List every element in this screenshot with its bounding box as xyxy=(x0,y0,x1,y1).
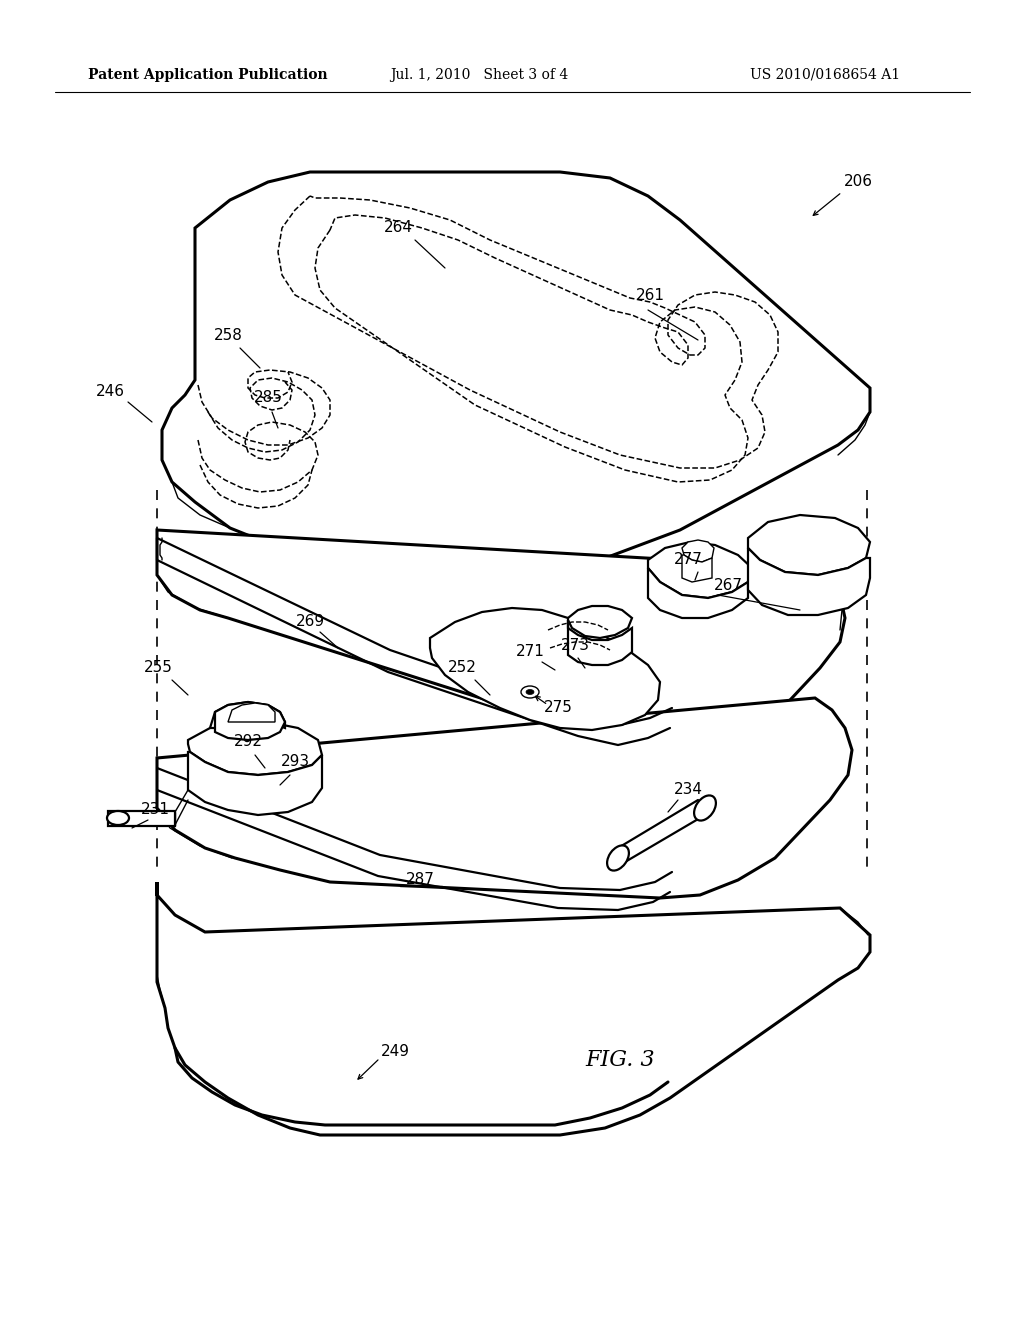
Polygon shape xyxy=(157,698,852,898)
Polygon shape xyxy=(108,810,175,826)
Ellipse shape xyxy=(106,810,129,825)
Text: 267: 267 xyxy=(714,578,742,593)
Polygon shape xyxy=(188,722,322,775)
Text: 261: 261 xyxy=(636,288,665,302)
Text: 292: 292 xyxy=(233,734,262,750)
Text: 231: 231 xyxy=(140,803,170,817)
Text: 264: 264 xyxy=(384,220,413,235)
Text: 246: 246 xyxy=(95,384,125,400)
Polygon shape xyxy=(162,172,870,579)
Text: 249: 249 xyxy=(381,1044,410,1060)
Text: 252: 252 xyxy=(447,660,476,676)
Text: 287: 287 xyxy=(406,873,434,887)
Polygon shape xyxy=(228,704,275,722)
Text: FIG. 3: FIG. 3 xyxy=(585,1049,654,1071)
Polygon shape xyxy=(210,702,285,729)
Polygon shape xyxy=(648,543,752,598)
Polygon shape xyxy=(157,531,845,760)
Polygon shape xyxy=(568,606,632,638)
Polygon shape xyxy=(648,568,748,618)
Text: US 2010/0168654 A1: US 2010/0168654 A1 xyxy=(750,69,900,82)
Text: 293: 293 xyxy=(281,755,309,770)
Text: Patent Application Publication: Patent Application Publication xyxy=(88,69,328,82)
Text: 269: 269 xyxy=(296,615,325,630)
Ellipse shape xyxy=(526,689,534,694)
Text: 271: 271 xyxy=(515,644,545,660)
Polygon shape xyxy=(188,752,322,814)
Polygon shape xyxy=(157,882,870,1135)
Text: 273: 273 xyxy=(560,638,590,652)
Ellipse shape xyxy=(521,686,539,698)
Polygon shape xyxy=(682,554,712,582)
Polygon shape xyxy=(682,540,714,562)
Polygon shape xyxy=(748,515,870,576)
Text: Jul. 1, 2010   Sheet 3 of 4: Jul. 1, 2010 Sheet 3 of 4 xyxy=(390,69,568,82)
Text: 255: 255 xyxy=(143,660,172,676)
Text: 285: 285 xyxy=(254,391,283,405)
Polygon shape xyxy=(748,548,870,615)
Polygon shape xyxy=(215,702,285,741)
Text: 234: 234 xyxy=(674,783,702,797)
Ellipse shape xyxy=(694,796,716,821)
Polygon shape xyxy=(568,620,632,665)
Ellipse shape xyxy=(607,845,629,871)
Text: 206: 206 xyxy=(844,174,872,190)
Polygon shape xyxy=(430,609,660,730)
Text: 275: 275 xyxy=(544,701,572,715)
Text: 277: 277 xyxy=(674,553,702,568)
Text: 258: 258 xyxy=(214,327,243,342)
